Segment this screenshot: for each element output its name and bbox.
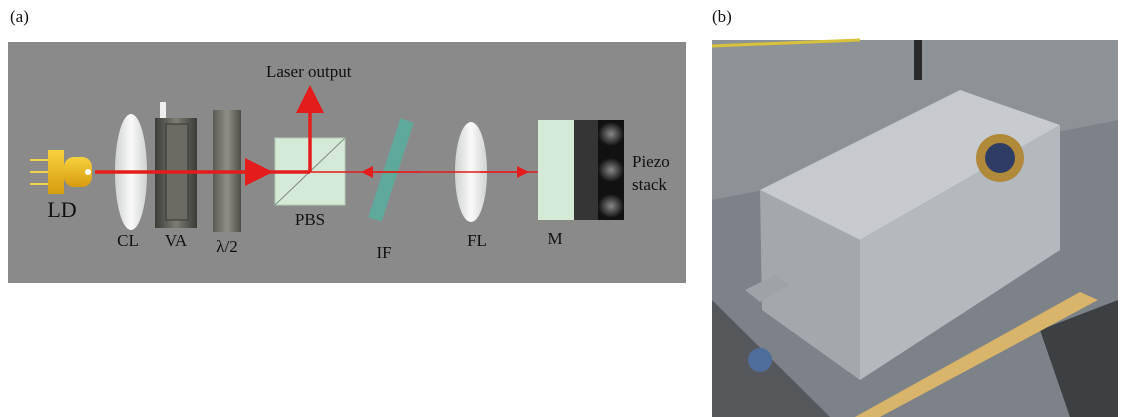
component-label: M [547,229,562,248]
figure: (a) (b) [0,0,1121,417]
component-label: LD [47,197,76,222]
component-label: PBS [295,210,325,229]
schematic: Laser output LD CL VA λ/2 PBS IF FL M Pi… [8,42,686,283]
component-label: VA [165,231,188,250]
variable-attenuator [155,102,197,228]
component-label: stack [632,175,667,194]
panel-label: (a) [10,7,29,26]
component-label: λ/2 [216,237,237,256]
component-label: CL [117,231,139,250]
output-label: Laser output [266,62,352,81]
component-label: IF [376,243,391,262]
piezo-stack [598,120,624,220]
component-label: FL [467,231,487,250]
photo [712,40,1118,417]
panel-label: (b) [712,7,732,26]
piezo-base [574,120,598,220]
mirror [538,120,574,220]
component-label: Piezo [632,152,670,171]
